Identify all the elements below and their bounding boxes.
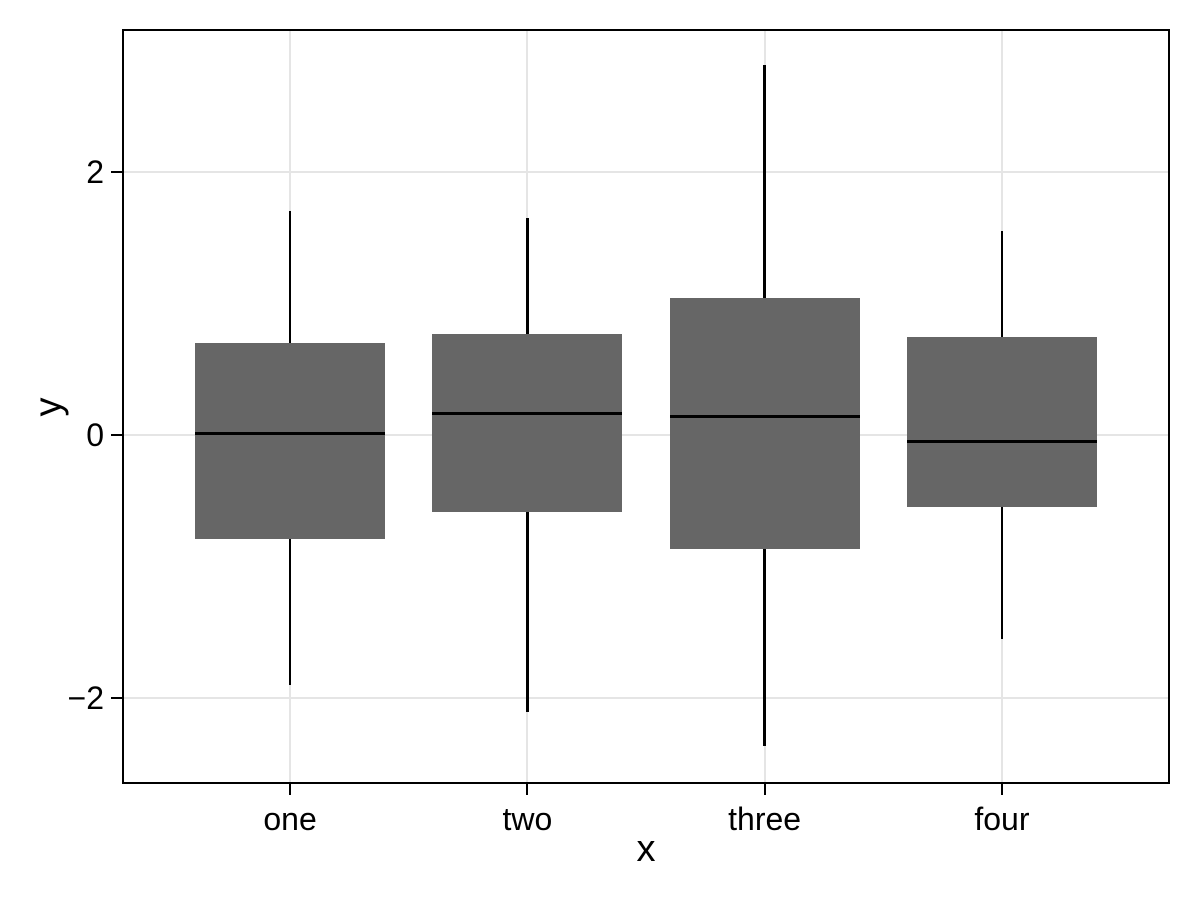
box-one [195,342,385,539]
y-tick [111,696,122,699]
x-tick-label: two [502,801,553,837]
y-tick-label: 2 [86,153,104,190]
x-axis-label: x [636,828,656,870]
median-line [195,431,385,436]
y-gridline [124,433,1168,436]
x-tick [763,784,766,795]
plot-area: −2 0 2 one two three four [68,29,1170,837]
x-tick-label: three [728,801,802,837]
y-gridline [124,696,1168,699]
box-two [432,333,623,513]
median-line [432,411,623,416]
box-four [907,337,1097,508]
x-tick-label: four [974,801,1030,837]
y-axis-label: y [27,397,70,417]
median-line [907,439,1097,444]
y-tick-label: −2 [67,679,104,716]
x-tick [526,784,529,795]
box-three [669,297,860,550]
x-tick [289,784,292,795]
y-tick [111,433,122,436]
y-tick [111,170,122,173]
x-tick-label: one [263,801,317,837]
y-gridline [124,170,1168,173]
median-line [669,414,860,419]
y-tick-label: 0 [86,416,104,453]
x-tick [1000,784,1003,795]
